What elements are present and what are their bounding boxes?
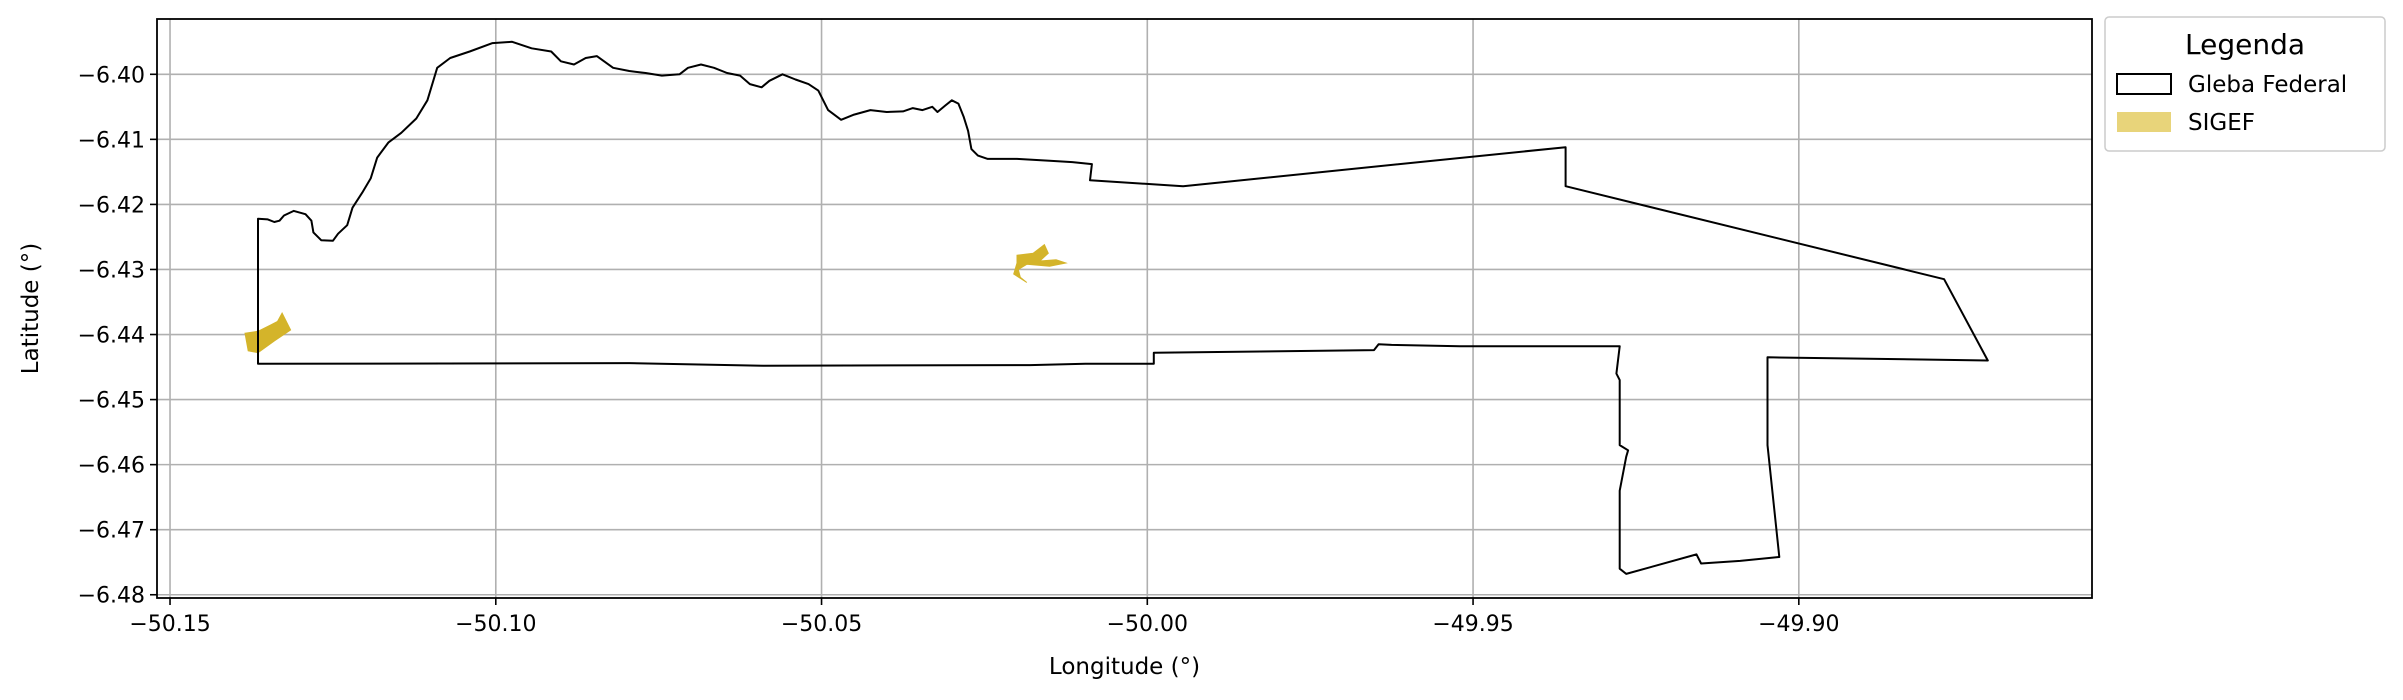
- legend-label-sigef: SIGEF: [2188, 110, 2255, 136]
- y-axis-title: Latitude (°): [18, 243, 44, 374]
- map-data-layer: [244, 40, 1989, 575]
- legend-title: Legenda: [2185, 28, 2305, 61]
- legend-frame: [2104, 16, 2386, 152]
- legend-swatch-sigef: [2117, 112, 2171, 132]
- x-tick-label: −50.00: [1107, 612, 1188, 637]
- x-tick-label: −49.90: [1758, 612, 1839, 637]
- legend-label-gleba-federal: Gleba Federal: [2188, 72, 2347, 98]
- sigef-parcel: [244, 312, 292, 354]
- y-tick-label: −6.43: [78, 258, 145, 283]
- x-tick-label: −50.05: [781, 612, 862, 637]
- sigef-parcel: [1013, 243, 1068, 283]
- y-tick-label: −6.48: [78, 584, 145, 609]
- y-tick-label: −6.46: [78, 454, 145, 479]
- grid-lines: [157, 19, 2092, 598]
- axis-ticks: −50.15 −50.10 −50.05 −50.00 −49.95 −49.90 −6.4…: [78, 63, 1840, 637]
- y-tick-label: −6.41: [78, 128, 145, 153]
- legend-swatch-gleba-federal: [2116, 73, 2172, 95]
- x-axis-title: Longitude (°): [1049, 654, 1200, 680]
- x-tick-label: −49.95: [1432, 612, 1513, 637]
- x-tick-label: −50.15: [129, 612, 210, 637]
- plot-area-frame: [156, 18, 2093, 599]
- y-tick-label: −6.45: [78, 389, 145, 414]
- gleba-federal-boundary: [257, 40, 1989, 575]
- legend-box: Legenda Gleba Federal SIGEF: [2104, 16, 2386, 152]
- x-tick-label: −50.10: [455, 612, 536, 637]
- y-tick-label: −6.47: [78, 519, 145, 544]
- y-tick-label: −6.42: [78, 193, 145, 218]
- y-tick-label: −6.44: [78, 324, 145, 349]
- y-tick-label: −6.40: [78, 63, 145, 88]
